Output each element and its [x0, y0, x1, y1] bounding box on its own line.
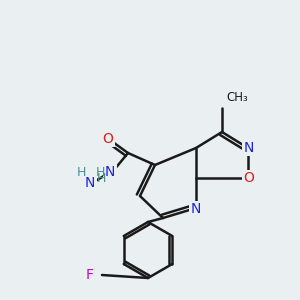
Text: O: O: [103, 132, 113, 146]
Text: N: N: [85, 176, 95, 190]
Text: CH₃: CH₃: [226, 91, 248, 104]
Text: N: N: [191, 202, 201, 216]
Text: H: H: [95, 167, 105, 179]
Text: H: H: [76, 167, 86, 179]
Text: H: H: [96, 172, 106, 184]
Text: F: F: [86, 268, 94, 282]
Text: N: N: [244, 141, 254, 155]
Text: O: O: [244, 171, 254, 185]
Text: N: N: [105, 165, 115, 179]
